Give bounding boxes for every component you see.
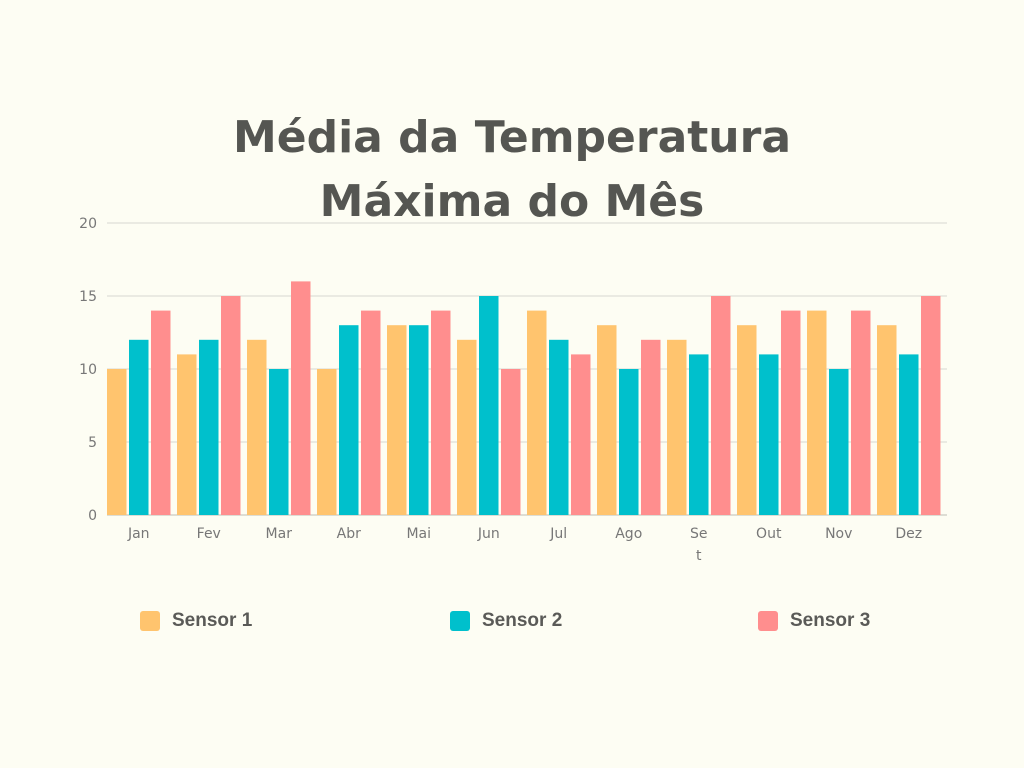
bar-sensor-2-jan xyxy=(129,339,149,515)
legend-swatch-sensor-1 xyxy=(140,611,160,631)
bar-sensor-2-ago xyxy=(619,369,639,515)
x-tick-label: Dez xyxy=(895,526,922,542)
bar-sensor-2-nov xyxy=(829,369,849,515)
x-tick-label: Mai xyxy=(406,526,431,542)
bar-sensor-1-mar xyxy=(247,339,267,515)
legend-label-sensor-3: Sensor 3 xyxy=(790,610,871,631)
bar-sensor-2-jun xyxy=(479,296,499,515)
bar-sensor-3-set xyxy=(711,296,731,515)
y-tick-label: 5 xyxy=(88,435,97,451)
x-tick-label: Se t xyxy=(690,526,708,564)
y-tick-label: 10 xyxy=(79,362,97,378)
bar-sensor-2-set xyxy=(689,354,709,515)
legend-label-sensor-2: Sensor 2 xyxy=(482,610,563,631)
bar-sensor-3-mai xyxy=(431,310,451,515)
chart-title-line-2: Máxima do Mês xyxy=(319,176,705,227)
bar-sensor-3-nov xyxy=(851,310,871,515)
bar-sensor-1-jul xyxy=(527,310,547,515)
y-tick-label: 0 xyxy=(88,508,97,524)
x-tick-label: Fev xyxy=(197,526,221,542)
bar-sensor-3-fev xyxy=(221,296,241,515)
bar-sensor-2-jul xyxy=(549,339,569,515)
legend-item-sensor-1: Sensor 1 xyxy=(140,610,252,632)
legend-item-sensor-2: Sensor 2 xyxy=(450,610,562,632)
bars-layer xyxy=(107,281,941,515)
bar-sensor-1-dez xyxy=(877,325,897,515)
x-tick-label: Nov xyxy=(825,526,852,542)
bar-sensor-2-abr xyxy=(339,325,359,515)
x-tick-label: Ago xyxy=(615,526,642,542)
bar-sensor-1-ago xyxy=(597,325,617,515)
x-tick-label: Abr xyxy=(337,526,361,542)
legend-label-sensor-1: Sensor 1 xyxy=(172,610,253,631)
ticks-layer: 0 5 10 15 20 Jan Fev Mar Abr Mai Jun Jul Ago Se t Out No… xyxy=(79,216,922,564)
bar-sensor-1-abr xyxy=(317,369,337,515)
bar-sensor-2-out xyxy=(759,354,779,515)
x-tick-label: Jan xyxy=(127,526,150,542)
bar-sensor-1-set xyxy=(667,339,687,515)
bar-sensor-1-jan xyxy=(107,369,127,515)
x-tick-label: Jun xyxy=(477,526,500,542)
legend-swatch-sensor-3 xyxy=(758,611,778,631)
legend-swatch-sensor-2 xyxy=(450,611,470,631)
bar-sensor-3-ago xyxy=(641,339,661,515)
y-tick-label: 15 xyxy=(79,289,97,305)
bar-sensor-2-mai xyxy=(409,325,429,515)
bar-sensor-1-fev xyxy=(177,354,197,515)
bar-sensor-2-mar xyxy=(269,369,289,515)
y-tick-label: 20 xyxy=(79,216,97,232)
bar-sensor-3-out xyxy=(781,310,801,515)
bar-sensor-3-jan xyxy=(151,310,171,515)
bar-sensor-1-nov xyxy=(807,310,827,515)
bar-sensor-1-mai xyxy=(387,325,407,515)
bar-sensor-1-jun xyxy=(457,339,477,515)
chart-title: Média da Temperatura Máxima do Mês xyxy=(0,106,1024,234)
bar-sensor-3-dez xyxy=(921,296,941,515)
bar-sensor-2-dez xyxy=(899,354,919,515)
bar-sensor-3-jun xyxy=(501,369,521,515)
x-tick-label: Jul xyxy=(549,526,567,542)
x-tick-label: Mar xyxy=(266,526,293,542)
bar-sensor-3-abr xyxy=(361,310,381,515)
x-tick-label: Out xyxy=(756,526,782,542)
legend-item-sensor-3: Sensor 3 xyxy=(758,610,870,632)
bar-sensor-3-jul xyxy=(571,354,591,515)
chart-title-line-1: Média da Temperatura xyxy=(232,112,792,163)
bar-sensor-3-mar xyxy=(291,281,311,515)
bar-sensor-2-fev xyxy=(199,339,219,515)
bar-sensor-1-out xyxy=(737,325,757,515)
